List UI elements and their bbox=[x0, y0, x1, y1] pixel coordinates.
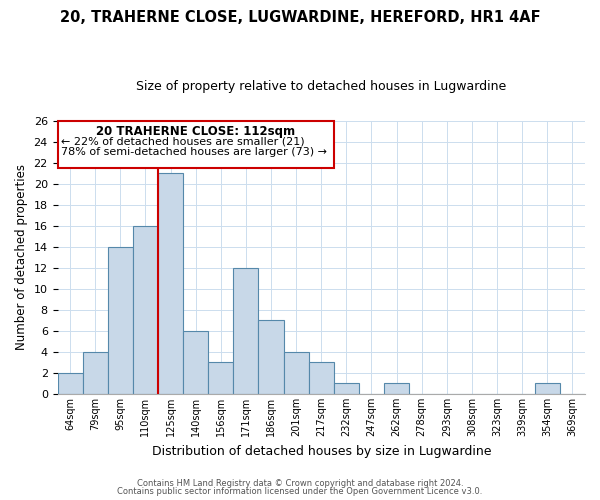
Bar bbox=[133, 226, 158, 394]
Text: 20 TRAHERNE CLOSE: 112sqm: 20 TRAHERNE CLOSE: 112sqm bbox=[96, 125, 295, 138]
Bar bbox=[334, 384, 359, 394]
Text: 78% of semi-detached houses are larger (73) →: 78% of semi-detached houses are larger (… bbox=[61, 147, 327, 157]
FancyBboxPatch shape bbox=[58, 120, 334, 168]
Bar bbox=[183, 331, 208, 394]
Y-axis label: Number of detached properties: Number of detached properties bbox=[15, 164, 28, 350]
Title: Size of property relative to detached houses in Lugwardine: Size of property relative to detached ho… bbox=[136, 80, 506, 93]
Bar bbox=[259, 320, 284, 394]
Bar bbox=[58, 373, 83, 394]
Text: ← 22% of detached houses are smaller (21): ← 22% of detached houses are smaller (21… bbox=[61, 136, 305, 146]
Bar bbox=[83, 352, 108, 394]
Text: Contains HM Land Registry data © Crown copyright and database right 2024.: Contains HM Land Registry data © Crown c… bbox=[137, 478, 463, 488]
X-axis label: Distribution of detached houses by size in Lugwardine: Distribution of detached houses by size … bbox=[152, 444, 491, 458]
Bar bbox=[208, 362, 233, 394]
Bar bbox=[233, 268, 259, 394]
Text: 20, TRAHERNE CLOSE, LUGWARDINE, HEREFORD, HR1 4AF: 20, TRAHERNE CLOSE, LUGWARDINE, HEREFORD… bbox=[59, 10, 541, 25]
Bar bbox=[384, 384, 409, 394]
Bar bbox=[284, 352, 309, 394]
Bar bbox=[158, 173, 183, 394]
Bar bbox=[309, 362, 334, 394]
Bar bbox=[108, 247, 133, 394]
Text: Contains public sector information licensed under the Open Government Licence v3: Contains public sector information licen… bbox=[118, 488, 482, 496]
Bar bbox=[535, 384, 560, 394]
